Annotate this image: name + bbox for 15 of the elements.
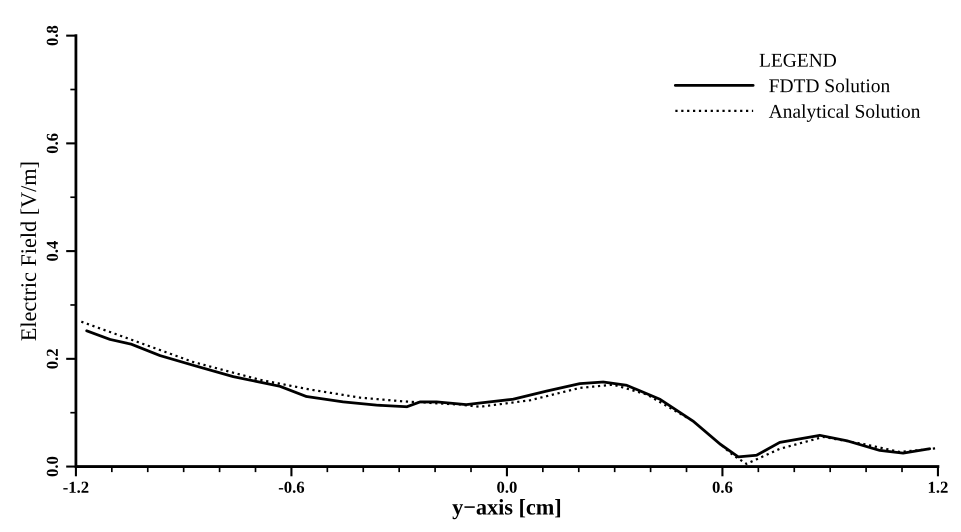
x-tick-label: 0.0 — [497, 482, 517, 493]
legend-label: FDTD Solution — [769, 78, 890, 92]
y-tick-label: 0.4 — [46, 240, 58, 261]
y-tick-label: 0.2 — [46, 349, 58, 369]
y-tick-label: 0.6 — [46, 133, 58, 154]
y-tick-label: 0.8 — [46, 26, 58, 46]
legend-label: Analytical Solution — [768, 104, 920, 122]
y-axis-title: Electric Field [V/m] — [20, 162, 39, 341]
x-tick-label: 1.2 — [928, 482, 948, 493]
x-tick-label: -0.6 — [278, 482, 304, 493]
y-tick-label: 0.0 — [46, 456, 58, 476]
x-tick-label: 0.6 — [712, 482, 732, 493]
x-axis-title: y−axis [cm] — [452, 499, 560, 520]
x-tick-label: -1.2 — [63, 482, 88, 493]
legend-title: LEGEND — [760, 54, 836, 67]
